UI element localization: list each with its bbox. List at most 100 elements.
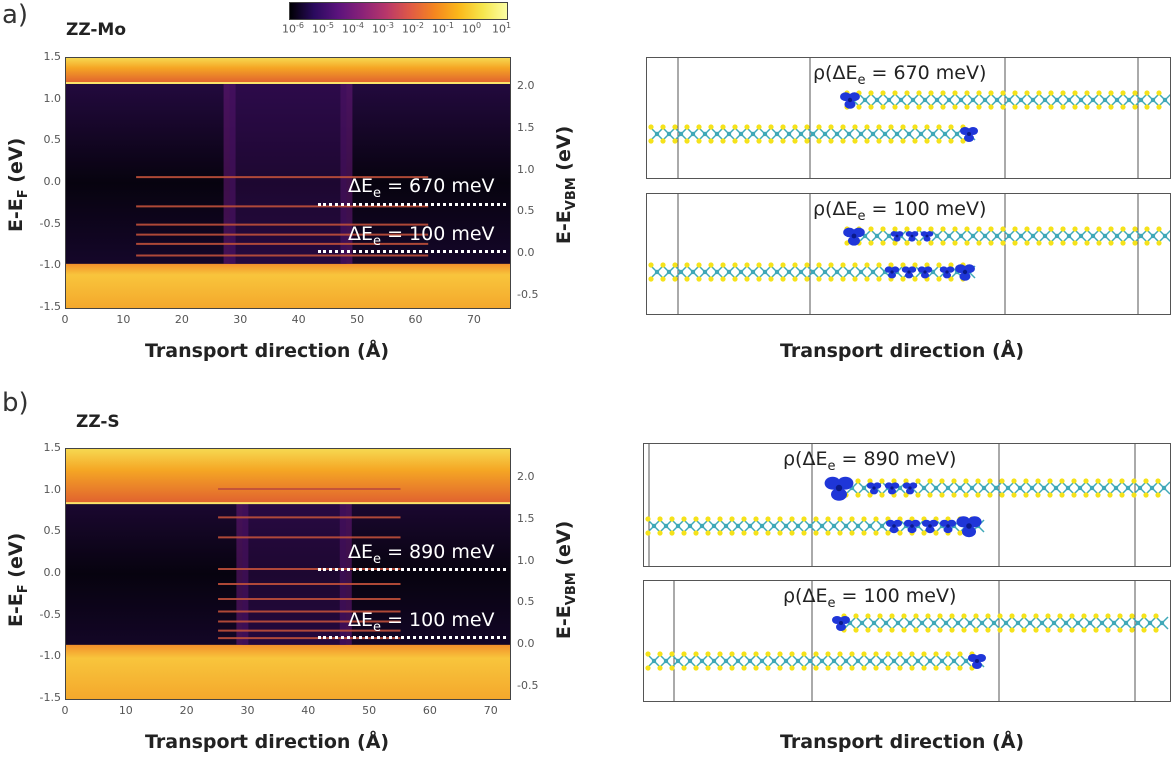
molybdenum-atom [810, 269, 816, 275]
molybdenum-atom [726, 131, 732, 137]
molybdenum-atom [759, 658, 765, 664]
molybdenum-atom [934, 97, 940, 103]
sulfur-atom [1119, 492, 1125, 498]
molybdenum-atom [910, 97, 916, 103]
sulfur-atom [1084, 240, 1090, 246]
sulfur-atom [768, 124, 774, 130]
sulfur-atom [997, 613, 1003, 619]
sulfur-atom [1120, 240, 1126, 246]
sulfur-atom [928, 104, 934, 110]
molybdenum-atom [907, 620, 913, 626]
sulfur-atom [889, 627, 895, 633]
sulfur-atom [867, 492, 873, 498]
sulfur-atom [840, 276, 846, 282]
sulfur-atom [885, 530, 891, 536]
sulfur-atom [1048, 240, 1054, 246]
sulfur-atom [916, 104, 922, 110]
structure-svg-b-2 [645, 581, 1169, 701]
molybdenum-atom [1138, 233, 1144, 239]
molybdenum-atom [946, 233, 952, 239]
sulfur-atom [1048, 104, 1054, 110]
colorbar-tick: 100 [462, 21, 482, 36]
sulfur-atom [1009, 627, 1015, 633]
valence-band [66, 263, 510, 308]
density-upper-left [832, 616, 850, 631]
sulfur-atom [936, 262, 942, 268]
molybdenum-atom [1099, 620, 1105, 626]
sulfur-atom [868, 104, 874, 110]
sulfur-atom [660, 276, 666, 282]
sulfur-atom [864, 138, 870, 144]
molybdenum-atom [1005, 485, 1011, 491]
sulfur-atom [937, 627, 943, 633]
molybdenum-atom [870, 269, 876, 275]
sulfur-atom [861, 651, 867, 657]
density-core [851, 233, 857, 239]
molybdenum-atom [897, 485, 903, 491]
density-lobe [848, 236, 860, 246]
annotation-a-2: ΔEe = 100 meV [348, 223, 495, 249]
dots-b-2 [318, 636, 506, 639]
sulfur-atom [1081, 613, 1087, 619]
sulfur-atom [868, 226, 874, 232]
sulfur-atom [1119, 478, 1125, 484]
ylabel-right-a: E-EVBM (eV) [553, 125, 579, 245]
colorbar-tick: 10-3 [372, 21, 394, 36]
molybdenum-atom [1137, 485, 1143, 491]
sulfur-atom [732, 262, 738, 268]
sulfur-atom [1059, 478, 1065, 484]
structure-svg-b-1 [645, 444, 1170, 566]
molybdenum-atom [918, 131, 924, 137]
molybdenum-atom [822, 269, 828, 275]
molybdenum-atom [867, 523, 873, 529]
sulfur-atom [732, 124, 738, 130]
sulfur-atom [717, 651, 723, 657]
molybdenum-atom [771, 523, 777, 529]
sulfur-atom [744, 276, 750, 282]
molybdenum-atom [967, 620, 973, 626]
molybdenum-atom [1102, 233, 1108, 239]
sulfur-atom [1156, 104, 1162, 110]
molybdenum-atom [927, 658, 933, 664]
density-lobe [943, 526, 953, 534]
sulfur-atom [912, 276, 918, 282]
molybdenum-atom [945, 485, 951, 491]
sulfur-atom [1000, 104, 1006, 110]
sulfur-atom [1129, 613, 1135, 619]
sulfur-atom [976, 226, 982, 232]
molybdenum-atom [1089, 485, 1095, 491]
molybdenum-atom [723, 658, 729, 664]
xtick: 50 [350, 313, 365, 326]
molybdenum-atom [882, 131, 888, 137]
heatmap-b [65, 448, 511, 700]
panel-letter-b: b) [2, 388, 29, 418]
molybdenum-atom [874, 233, 880, 239]
density-upper [890, 231, 904, 242]
xtick: 70 [466, 313, 481, 326]
sulfur-atom [741, 516, 747, 522]
molybdenum-atom [1101, 485, 1107, 491]
sulfur-atom [705, 665, 711, 671]
sulfur-atom [888, 124, 894, 130]
density-upper [905, 231, 919, 242]
sulfur-atom [1117, 627, 1123, 633]
molybdenum-atom [994, 97, 1000, 103]
sulfur-atom [756, 276, 762, 282]
molybdenum-atom [943, 620, 949, 626]
heatmap-svg-a [66, 58, 510, 308]
molybdenum-atom [867, 658, 873, 664]
sulfur-atom [1132, 104, 1138, 110]
ylabel-left-a: E-EF (eV) [5, 137, 31, 233]
sulfur-atom [856, 104, 862, 110]
sulfur-atom [948, 276, 954, 282]
density-lobe [943, 272, 951, 279]
density-core [925, 234, 929, 238]
xtick: 70 [483, 704, 498, 717]
molybdenum-atom [898, 97, 904, 103]
sulfur-atom [864, 124, 870, 130]
sulfur-atom [1009, 613, 1015, 619]
molybdenum-atom [1065, 485, 1071, 491]
xlabel-b: Transport direction (Å) [145, 731, 390, 753]
molybdenum-atom [807, 523, 813, 529]
sulfur-atom [657, 516, 663, 522]
